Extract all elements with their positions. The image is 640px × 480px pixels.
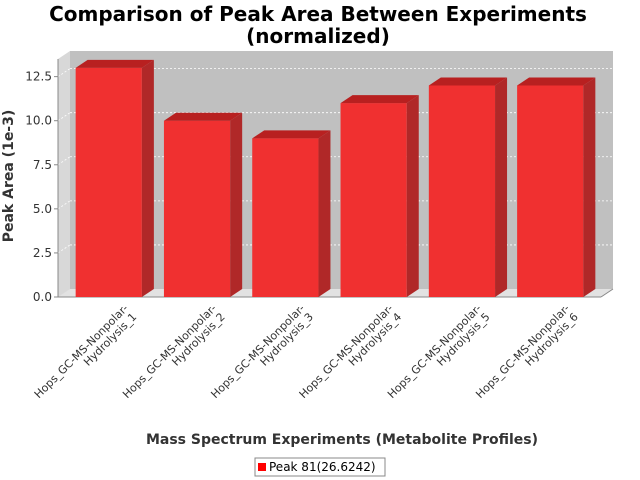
grid-line-side bbox=[57, 68, 71, 77]
y-tick-label: 12.5 bbox=[25, 70, 52, 84]
y-tick-label: 10.0 bbox=[25, 114, 52, 128]
bar-side bbox=[318, 130, 331, 297]
bar bbox=[75, 59, 154, 297]
bar-top bbox=[252, 130, 331, 139]
bar-side bbox=[406, 95, 419, 298]
bar-front bbox=[163, 120, 231, 297]
bar-top bbox=[428, 77, 508, 86]
grid-line-side bbox=[57, 244, 71, 254]
bar-front bbox=[428, 85, 496, 297]
bar-top bbox=[517, 77, 596, 86]
bar bbox=[428, 77, 508, 297]
y-tick-label: 5.0 bbox=[33, 202, 52, 216]
bar bbox=[517, 77, 596, 297]
chart-title-line-2: (normalized) bbox=[246, 24, 390, 48]
grid-line-side bbox=[57, 200, 71, 210]
x-tick-label-line: Hops_GC-MS-Nonpolar- bbox=[32, 302, 131, 401]
bar-top bbox=[340, 95, 419, 104]
y-tick-label: 0.0 bbox=[33, 290, 52, 304]
bar-front bbox=[340, 103, 407, 298]
legend-label: Peak 81(26.6242) bbox=[269, 460, 376, 474]
bar-side bbox=[141, 59, 154, 297]
grid-line-side bbox=[57, 112, 71, 122]
y-tick-label: 7.5 bbox=[33, 158, 52, 172]
chart-title-line-1: Comparison of Peak Area Between Experime… bbox=[49, 2, 587, 26]
bar-side bbox=[230, 112, 243, 297]
x-axis-label: Mass Spectrum Experiments (Metabolite Pr… bbox=[146, 432, 538, 448]
bar-top bbox=[75, 59, 154, 68]
bar-front bbox=[252, 138, 319, 297]
legend-swatch bbox=[258, 463, 266, 471]
bar-side bbox=[495, 77, 508, 297]
bar bbox=[163, 112, 243, 297]
bar-front bbox=[517, 85, 584, 297]
bar-front bbox=[75, 67, 142, 297]
legend: Peak 81(26.6242) bbox=[254, 457, 386, 477]
legend-box bbox=[254, 457, 386, 477]
bar bbox=[340, 95, 419, 298]
bar bbox=[252, 130, 331, 297]
floor-edge-line bbox=[600, 288, 614, 298]
grid-line-side bbox=[57, 156, 71, 166]
bar-side bbox=[583, 77, 596, 297]
y-tick-label: 2.5 bbox=[33, 246, 52, 260]
bar-top bbox=[163, 112, 243, 121]
plot-area: 0.0 2.5 5.0 7.5 10.0 12.5 Hops_GC-MS-Nonpolar-… bbox=[25, 51, 614, 401]
y-axis-label: Peak Area (1e-3) bbox=[1, 110, 17, 243]
